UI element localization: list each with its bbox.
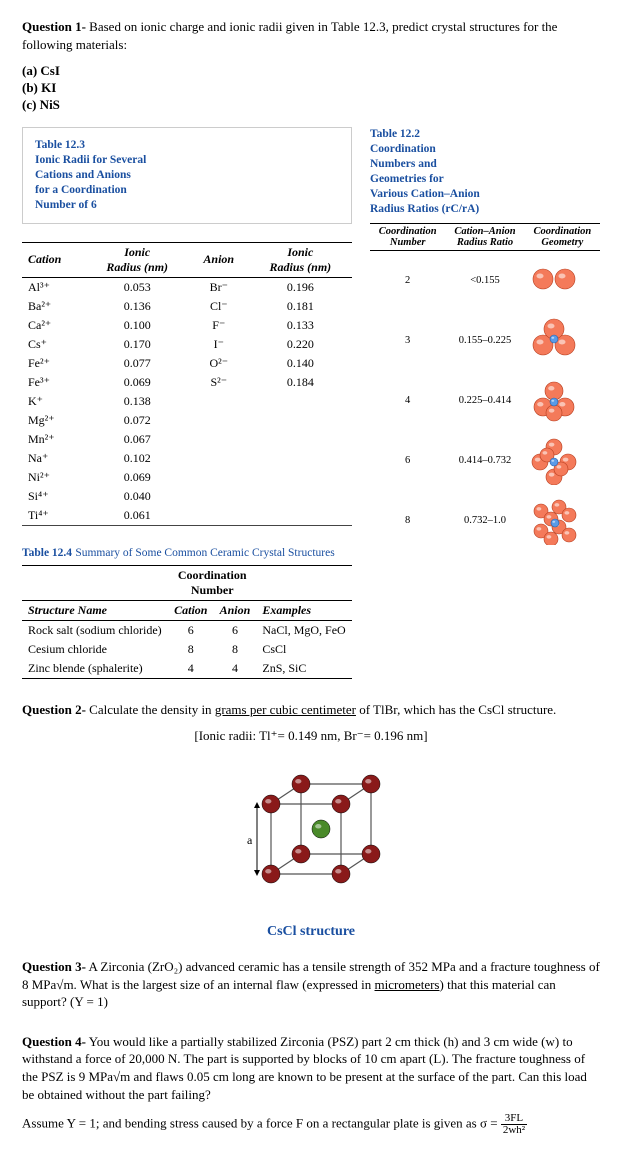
- table-row: 40.225–0.414: [370, 371, 600, 431]
- table-row: Mn²⁺0.067: [22, 430, 352, 449]
- table-row: Mg²⁺0.072: [22, 411, 352, 430]
- table-row: Ti⁴⁺0.061: [22, 506, 352, 526]
- table-12-3: Cation IonicRadius (nm) Anion IonicRadiu…: [22, 242, 352, 526]
- table-row: Rock salt (sodium chloride)66NaCl, MgO, …: [22, 620, 352, 640]
- question-4: Question 4- You would like a partially s…: [22, 1033, 600, 1103]
- table-row: Si⁴⁺0.040: [22, 487, 352, 506]
- table-row: Al³⁺0.053Br⁻0.196: [22, 277, 352, 297]
- question-1: Question 1- Based on ionic charge and io…: [22, 18, 600, 53]
- table-row: Fe²⁺0.077O²⁻0.140: [22, 354, 352, 373]
- table-row: K⁺0.138: [22, 392, 352, 411]
- q1-options: (a) CsI (b) KI (c) NiS: [22, 63, 600, 113]
- question-3: Question 3- A Zirconia (ZrO₂) advanced c…: [22, 958, 600, 1011]
- table-12-4: Table 12.4 Summary of Some Common Cerami…: [22, 544, 352, 679]
- table-row: 60.414–0.732: [370, 431, 600, 491]
- question-2: Question 2- Calculate the density in gra…: [22, 701, 600, 719]
- table-row: Ni²⁺0.069: [22, 468, 352, 487]
- cscl-figure: a CsCl structure: [22, 754, 600, 940]
- h-anion: Anion: [189, 242, 249, 277]
- table-12-3-caption: Table 12.3 Ionic Radii for Several Catio…: [22, 127, 352, 224]
- svg-text:a: a: [247, 833, 253, 847]
- table-row: Ca²⁺0.100F⁻0.133: [22, 316, 352, 335]
- q1-a: (a) CsI: [22, 63, 600, 79]
- q1-b: (b) KI: [22, 80, 600, 96]
- tables-row: Table 12.3 Ionic Radii for Several Catio…: [22, 127, 600, 679]
- table-row: Zinc blende (sphalerite)44ZnS, SiC: [22, 659, 352, 679]
- q2-subtext: [Ionic radii: Tl⁺= 0.149 nm, Br⁻= 0.196 …: [22, 728, 600, 744]
- table-row: Fe³⁺0.069S²⁻0.184: [22, 373, 352, 392]
- q1-text: Based on ionic charge and ionic radii gi…: [22, 19, 557, 52]
- table-row: Cesium chloride88CsCl: [22, 640, 352, 659]
- table-row: 30.155–0.225: [370, 311, 600, 371]
- q1-prefix: Question 1-: [22, 19, 86, 34]
- q1-c: (c) NiS: [22, 97, 600, 113]
- table-12-2: Table 12.2 Coordination Numbers and Geom…: [370, 127, 600, 551]
- h-anion-radius: IonicRadius (nm): [249, 242, 352, 277]
- table-row: 80.732–1.0: [370, 491, 600, 551]
- table-row: Ba²⁺0.136Cl⁻0.181: [22, 297, 352, 316]
- table-row: 2<0.155: [370, 250, 600, 311]
- h-cation-radius: IonicRadius (nm): [86, 242, 189, 277]
- table-row: Cs⁺0.170I⁻0.220: [22, 335, 352, 354]
- h-cation: Cation: [22, 242, 86, 277]
- table-row: Na⁺0.102: [22, 449, 352, 468]
- q4-assume: Assume Y = 1; and bending stress caused …: [22, 1113, 600, 1136]
